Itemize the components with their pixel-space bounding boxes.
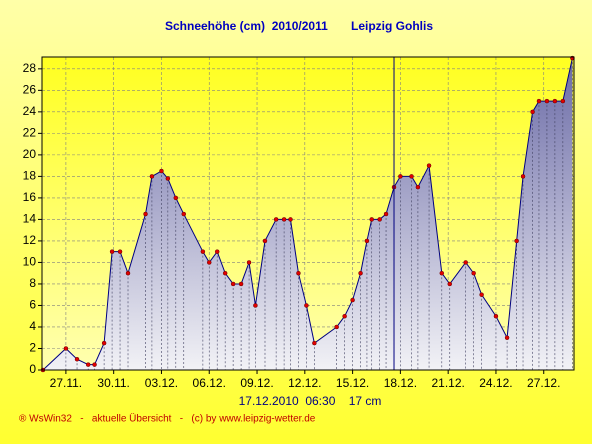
x-tick-label: 09.12. — [240, 376, 273, 390]
point — [92, 362, 97, 367]
point — [262, 238, 268, 244]
point — [74, 356, 80, 362]
point — [536, 98, 542, 104]
point — [238, 281, 244, 287]
point — [471, 270, 476, 276]
x-tick-label: 30.11. — [97, 376, 129, 390]
point — [493, 313, 499, 319]
x-tick-label: 27.11. — [50, 376, 82, 390]
point — [514, 238, 519, 244]
point — [334, 324, 339, 330]
x-tick-label: 21.12. — [431, 376, 464, 390]
y-tick-label: 12 — [23, 233, 37, 247]
y-tick-label: 18 — [23, 169, 37, 183]
point — [214, 249, 220, 254]
point — [281, 217, 287, 222]
x-tick-label: 12.12. — [288, 376, 321, 390]
point — [398, 174, 403, 179]
point — [530, 109, 535, 115]
line — [42, 57, 573, 371]
point — [125, 270, 131, 276]
y-tick-label: 4 — [29, 319, 36, 333]
point — [552, 98, 558, 104]
point — [149, 174, 155, 179]
y-tick-label: 22 — [23, 126, 37, 140]
x-tick-label: 03.12. — [145, 376, 178, 390]
point — [296, 270, 301, 276]
y-tick-label: 16 — [23, 190, 37, 204]
point — [246, 260, 252, 265]
point — [117, 249, 123, 254]
point — [206, 260, 212, 265]
point — [369, 217, 374, 222]
y-tick-label: 20 — [23, 147, 37, 161]
y-tick-label: 8 — [29, 276, 36, 290]
point — [304, 303, 309, 308]
x-tick-label: 18.12. — [384, 376, 417, 390]
x-tick-label: 24.12. — [479, 376, 512, 390]
point — [350, 297, 355, 303]
chart-title: Schneehöhe (cm) 2010/2011 — [165, 19, 328, 33]
point — [377, 217, 382, 222]
point — [364, 238, 370, 244]
point — [230, 281, 236, 287]
point — [504, 335, 510, 340]
point — [463, 260, 468, 265]
point — [85, 362, 91, 367]
point — [520, 174, 526, 179]
point — [383, 211, 389, 217]
point — [273, 217, 279, 222]
point — [181, 211, 187, 217]
point — [253, 303, 258, 308]
point — [63, 346, 69, 351]
point — [544, 98, 550, 104]
y-tick-label: 24 — [23, 104, 37, 118]
point — [479, 292, 484, 297]
y-tick-label: 10 — [23, 255, 37, 269]
point — [447, 281, 453, 287]
x-tick-label: 15.12. — [336, 376, 369, 390]
point — [426, 163, 432, 168]
x-tick-label: 27.12. — [527, 376, 560, 390]
chart-subtitle: Leipzig Gohlis — [351, 19, 433, 33]
point — [358, 270, 363, 276]
point — [173, 195, 179, 201]
y-tick-label: 28 — [23, 61, 37, 75]
footer: ® WsWin32 - aktuelle Übersicht - (c) by … — [19, 413, 316, 425]
point — [101, 340, 107, 346]
point — [165, 176, 171, 181]
point — [439, 270, 445, 276]
y-tick-label: 0 — [29, 362, 36, 376]
plot-border — [41, 56, 575, 371]
x-tick-label: 06.12. — [193, 376, 226, 390]
point — [415, 184, 421, 190]
cursor-label: 17.12.2010 06:30 17 cm — [239, 394, 382, 408]
point — [109, 249, 115, 254]
y-tick-label: 14 — [23, 212, 37, 226]
point — [409, 174, 414, 179]
area — [42, 58, 573, 371]
point — [342, 313, 347, 319]
point — [159, 168, 164, 174]
point — [143, 211, 148, 217]
point — [222, 270, 228, 276]
y-tick-label: 26 — [23, 83, 37, 97]
point — [560, 98, 566, 104]
point — [312, 340, 317, 346]
point — [200, 249, 206, 254]
y-tick-label: 6 — [29, 298, 36, 312]
point — [288, 217, 293, 222]
y-tick-label: 2 — [29, 341, 36, 355]
